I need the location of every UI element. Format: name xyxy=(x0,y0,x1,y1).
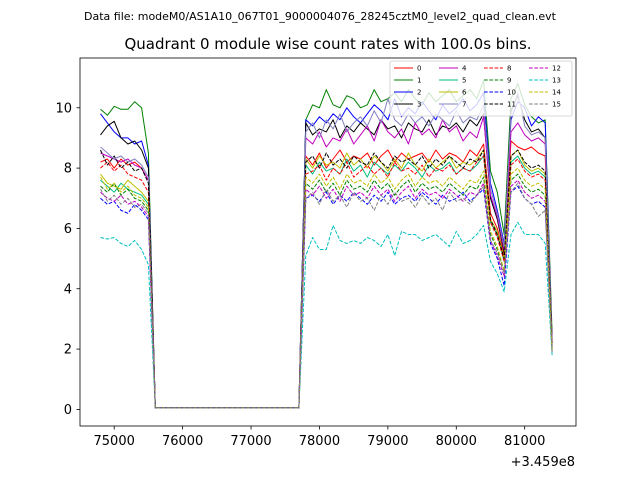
x-tick-label-79000: 79000 xyxy=(367,434,408,449)
legend-label-1: 1 xyxy=(417,77,421,85)
series-line-14 xyxy=(100,167,553,409)
chart-title: Quadrant 0 module wise count rates with … xyxy=(124,35,531,53)
legend-label-15: 15 xyxy=(552,101,561,109)
y-tick-label-2: 2 xyxy=(64,343,72,358)
x-tick-label-78000: 78000 xyxy=(299,434,340,449)
series-line-8 xyxy=(100,155,553,409)
series-group xyxy=(100,80,553,409)
x-tick-label-75000: 75000 xyxy=(94,434,135,449)
series-line-13 xyxy=(100,221,553,409)
y-tick-label-8: 8 xyxy=(64,162,72,177)
x-tick-label-81000: 81000 xyxy=(504,434,545,449)
legend-label-5: 5 xyxy=(462,77,466,85)
plot-area: 75000 76000 77000 78000 79000 80000 81000 0 2 4 6 8… xyxy=(55,57,577,449)
series-line-12 xyxy=(100,179,553,409)
axes-frame xyxy=(79,57,577,427)
legend-label-3: 3 xyxy=(417,101,421,109)
x-tick-label-80000: 80000 xyxy=(436,434,477,449)
x-tick-label-76000: 76000 xyxy=(162,434,203,449)
legend-label-6: 6 xyxy=(462,89,467,97)
series-line-7 xyxy=(100,92,553,409)
legend-label-11: 11 xyxy=(507,101,516,109)
data-file-label: Data file: modeM0/AS1A10_067T01_90000040… xyxy=(84,10,557,23)
legend-label-12: 12 xyxy=(552,65,561,73)
series-line-3 xyxy=(100,95,553,409)
legend-label-0: 0 xyxy=(417,65,421,73)
y-tick-label-0: 0 xyxy=(64,403,72,418)
legend-label-9: 9 xyxy=(507,77,511,85)
y-tick-label-6: 6 xyxy=(64,222,72,237)
x-tick-label-77000: 77000 xyxy=(230,434,271,449)
series-line-2 xyxy=(100,92,553,409)
legend-label-7: 7 xyxy=(462,101,466,109)
legend-label-4: 4 xyxy=(462,65,467,73)
series-line-15 xyxy=(100,182,553,409)
x-offset-label: +3.459e8 xyxy=(511,455,575,470)
legend-label-13: 13 xyxy=(552,77,561,85)
legend-box xyxy=(389,60,573,117)
y-tick-label-10: 10 xyxy=(55,101,72,116)
y-tick-label-4: 4 xyxy=(64,282,72,297)
legend-label-10: 10 xyxy=(507,89,516,97)
series-line-10 xyxy=(100,185,553,409)
legend-label-8: 8 xyxy=(507,65,511,73)
series-line-9 xyxy=(100,173,553,409)
legend-label-14: 14 xyxy=(552,89,561,97)
legend-label-2: 2 xyxy=(417,89,421,97)
